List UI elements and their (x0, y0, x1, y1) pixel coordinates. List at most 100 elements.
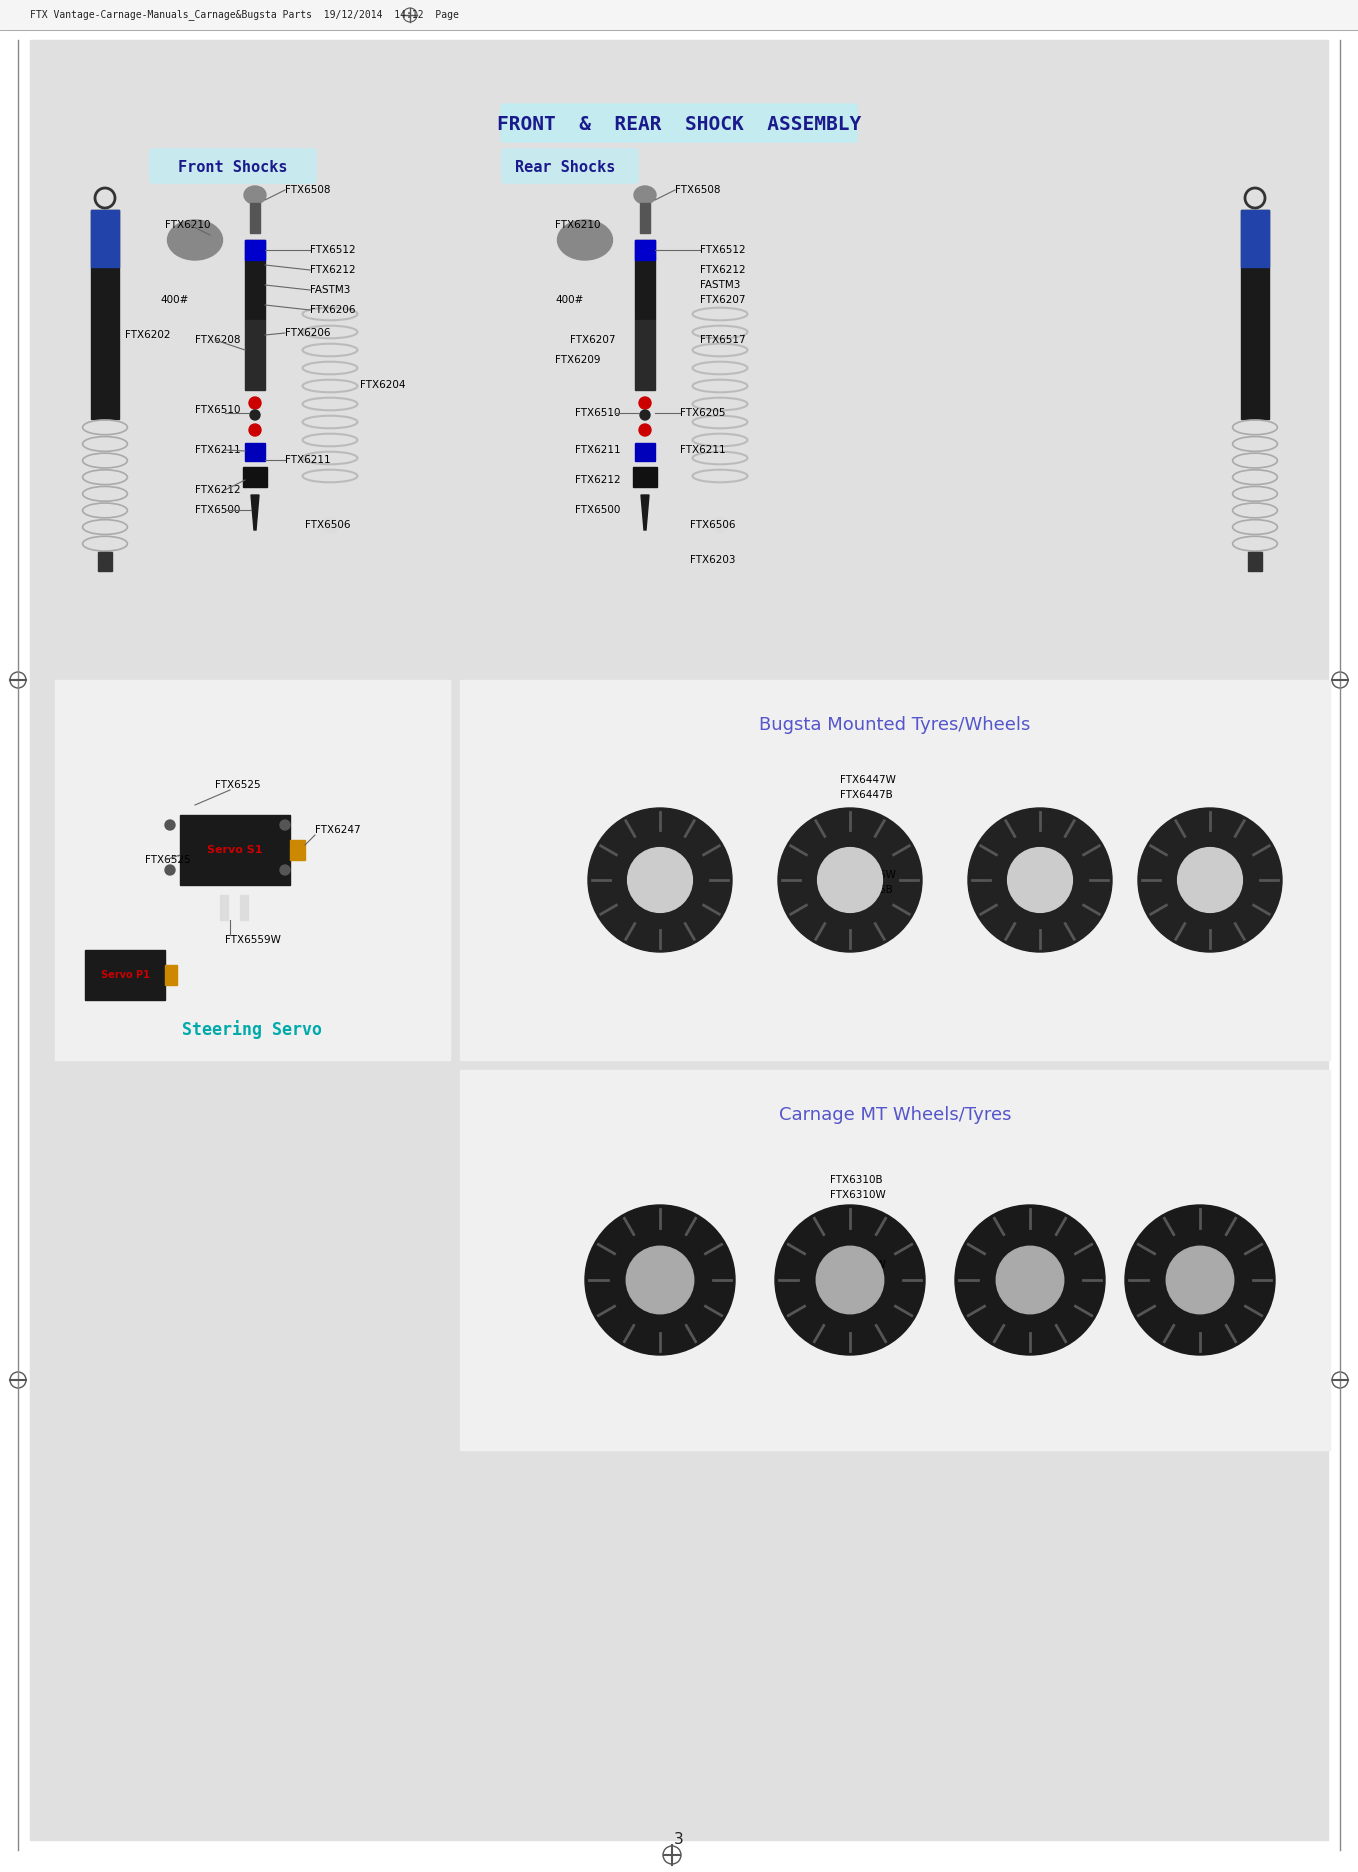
Text: FTX6212: FTX6212 (574, 475, 621, 485)
Text: FTX6446W: FTX6446W (841, 870, 896, 880)
Bar (240, 895, 249, 919)
Ellipse shape (244, 185, 266, 204)
Text: FTX6211: FTX6211 (196, 446, 240, 455)
Text: Carnage MT Wheels/Tyres: Carnage MT Wheels/Tyres (778, 1106, 1012, 1123)
FancyBboxPatch shape (149, 150, 316, 183)
Circle shape (249, 397, 261, 408)
Circle shape (955, 1206, 1105, 1355)
Circle shape (778, 809, 922, 953)
Bar (91, 210, 120, 419)
Circle shape (712, 517, 728, 534)
Bar (243, 466, 268, 487)
Text: FTX6212: FTX6212 (196, 485, 240, 494)
Polygon shape (641, 494, 649, 530)
Text: FTX6315W: FTX6315W (830, 1260, 885, 1269)
Text: FTX6508: FTX6508 (285, 185, 330, 195)
Bar (640, 202, 650, 232)
Text: FTX6510: FTX6510 (196, 404, 240, 416)
Circle shape (1008, 848, 1073, 912)
Text: FTX6310B: FTX6310B (830, 1176, 883, 1185)
Text: FTX6209: FTX6209 (555, 356, 600, 365)
Bar (244, 320, 265, 389)
Circle shape (166, 820, 175, 829)
Bar (633, 466, 657, 487)
Text: Servo S1: Servo S1 (208, 844, 262, 856)
Text: Servo P1: Servo P1 (100, 970, 149, 981)
Text: FASTM3: FASTM3 (310, 285, 350, 296)
Text: FTX6211: FTX6211 (574, 446, 621, 455)
Text: Rear Shocks: Rear Shocks (515, 161, 615, 176)
Bar (636, 240, 655, 260)
Text: FTX6208: FTX6208 (196, 335, 240, 344)
Text: FASTM3: FASTM3 (699, 281, 740, 290)
Text: FTX6212: FTX6212 (310, 266, 356, 275)
Text: FTX6315B: FTX6315B (830, 1275, 883, 1284)
Bar (1248, 552, 1262, 571)
Bar (1241, 210, 1268, 419)
Text: FTX6211: FTX6211 (680, 446, 725, 455)
Circle shape (818, 848, 883, 912)
Bar (250, 202, 259, 232)
Text: FTX6205: FTX6205 (680, 408, 725, 417)
Text: FTX6500: FTX6500 (196, 505, 240, 515)
Bar (244, 444, 265, 461)
Circle shape (640, 410, 650, 419)
Circle shape (775, 1206, 925, 1355)
Text: FTX6210: FTX6210 (555, 221, 600, 230)
Bar (56, 680, 449, 1060)
Text: Bugsta Mounted Tyres/Wheels: Bugsta Mounted Tyres/Wheels (759, 715, 1031, 734)
Circle shape (1124, 1206, 1275, 1355)
Circle shape (640, 423, 650, 436)
Text: FTX6206: FTX6206 (285, 328, 330, 339)
Circle shape (166, 865, 175, 874)
Bar (636, 444, 655, 461)
Bar (460, 680, 1329, 1060)
Text: FTX6203: FTX6203 (690, 554, 736, 565)
Bar (636, 240, 655, 320)
Text: FTX6500: FTX6500 (574, 505, 621, 515)
Bar (98, 552, 111, 571)
Text: FRONT  &  REAR  SHOCK  ASSEMBLY: FRONT & REAR SHOCK ASSEMBLY (497, 116, 861, 135)
Text: FTX6510: FTX6510 (574, 408, 621, 417)
Text: FTX6447B: FTX6447B (841, 790, 892, 799)
Bar (291, 841, 306, 859)
Bar (460, 1071, 1329, 1451)
Text: FTX6512: FTX6512 (699, 245, 746, 255)
Text: FTX6446B: FTX6446B (841, 885, 892, 895)
Text: FTX6204: FTX6204 (360, 380, 406, 389)
Text: FTX6447W: FTX6447W (841, 775, 896, 784)
Text: FTX6211: FTX6211 (285, 455, 330, 464)
Text: FTX6525: FTX6525 (145, 856, 190, 865)
Text: FTX6247: FTX6247 (315, 826, 361, 835)
Circle shape (588, 809, 732, 953)
Ellipse shape (634, 185, 656, 204)
Text: FTX6506: FTX6506 (690, 520, 736, 530)
Polygon shape (251, 494, 259, 530)
Circle shape (968, 809, 1112, 953)
Text: FTX6517: FTX6517 (699, 335, 746, 344)
Bar (244, 240, 265, 260)
Circle shape (322, 517, 338, 534)
Text: FTX6202: FTX6202 (125, 329, 171, 341)
Text: Steering Servo: Steering Servo (182, 1020, 322, 1039)
Text: FTX6525: FTX6525 (215, 781, 261, 790)
Circle shape (627, 848, 693, 912)
Text: 3: 3 (674, 1833, 684, 1848)
Ellipse shape (558, 221, 612, 260)
Text: FTX6212: FTX6212 (699, 266, 746, 275)
Circle shape (626, 1247, 694, 1314)
Circle shape (585, 1206, 735, 1355)
Circle shape (249, 423, 261, 436)
Text: FTX6559W: FTX6559W (225, 934, 281, 945)
Bar (1241, 210, 1268, 268)
Circle shape (997, 1247, 1063, 1314)
Circle shape (250, 410, 259, 419)
Circle shape (280, 865, 291, 874)
Circle shape (280, 820, 291, 829)
Circle shape (1138, 809, 1282, 953)
Text: FTX6506: FTX6506 (306, 520, 350, 530)
Text: FTX6508: FTX6508 (675, 185, 721, 195)
Text: FTX6210: FTX6210 (166, 221, 210, 230)
Text: FTX6512: FTX6512 (310, 245, 356, 255)
FancyBboxPatch shape (501, 105, 857, 142)
